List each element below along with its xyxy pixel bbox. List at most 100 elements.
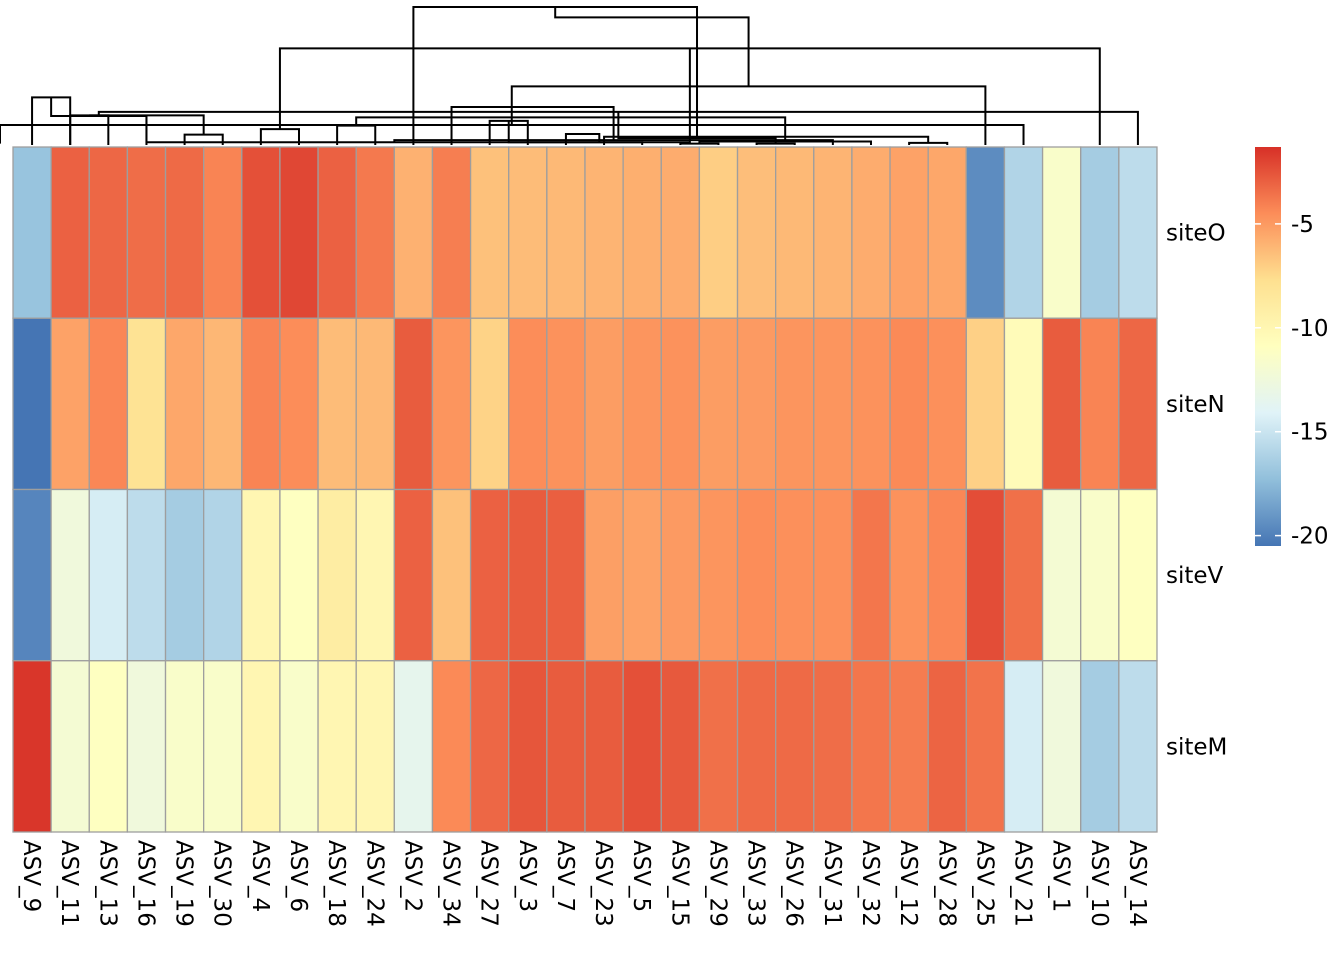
heatmap-cell-siteO-ASV_10 [1080,146,1120,319]
heatmap-cell-siteM-ASV_1 [1041,660,1082,833]
heatmap-cell-siteO-ASV_13 [88,146,129,319]
heatmap-cell-siteO-ASV_32 [851,146,891,319]
heatmap-cell-siteV-ASV_21 [1003,488,1044,662]
color-legend: -5 -10 -15 -20 [1255,147,1329,550]
heatmap-cell-siteO-ASV_33 [736,146,777,319]
dendrogram-branch [89,114,205,135]
heatmap-cell-siteV-ASV_2 [393,488,434,662]
heatmap-cell-siteO-ASV_14 [1118,146,1158,319]
dendrogram-branch [50,97,148,145]
heatmap-cell-siteN-ASV_13 [88,317,129,491]
heatmap-cell-siteV-ASV_23 [584,488,624,662]
heatmap-cell-siteN-ASV_32 [851,317,891,491]
column-label: ASV_24 [361,840,387,927]
column-label: ASV_21 [1010,840,1036,927]
heatmap-cell-siteM-ASV_18 [317,660,357,833]
heatmap-cell-siteV-ASV_12 [889,488,929,662]
heatmap-cell-siteV-ASV_27 [469,488,510,662]
heatmap-cell-siteV-ASV_15 [660,488,701,662]
heatmap-cell-siteO-ASV_30 [203,146,243,319]
row-label: siteO [1166,221,1226,247]
heatmap-cell-siteM-ASV_11 [50,660,90,833]
heatmap-cell-siteN-ASV_28 [927,317,967,491]
heatmap-cell-siteM-ASV_10 [1080,660,1120,833]
column-label: ASV_19 [171,840,197,927]
heatmap-cell-siteM-ASV_3 [508,660,548,833]
column-label: ASV_16 [132,840,158,927]
heatmap-cell-siteM-ASV_6 [279,660,319,833]
column-label: ASV_5 [628,840,654,912]
legend-tick-label: -15 [1291,420,1329,446]
heatmap-cell-siteO-ASV_18 [317,146,357,319]
heatmap-cell-siteM-ASV_7 [546,660,586,833]
color-legend-bar [1255,147,1281,546]
heatmap-cell-siteN-ASV_1 [1041,317,1082,491]
column-label: ASV_15 [666,840,692,927]
column-label: ASV_18 [323,840,349,927]
heatmap-cell-siteM-ASV_31 [813,660,853,833]
heatmap-cell-siteO-ASV_4 [241,146,281,319]
heatmap-cell-siteN-ASV_9 [12,317,52,491]
heatmap-cell-siteN-ASV_27 [469,317,510,491]
heatmap-cell-siteO-ASV_19 [164,146,205,319]
heatmap-cell-siteM-ASV_14 [1118,660,1158,833]
heatmap-cell-siteM-ASV_24 [355,660,395,833]
heatmap-cell-siteO-ASV_2 [393,146,434,319]
heatmap-cell-siteM-ASV_33 [736,660,777,833]
dendrogram-branch [507,48,691,144]
column-label: ASV_7 [552,840,578,912]
heatmap-cell-siteM-ASV_12 [889,660,929,833]
heatmap-cell-siteO-ASV_6 [279,146,319,319]
heatmap-cell-siteO-ASV_1 [1041,146,1082,319]
heatmap-cell-siteV-ASV_5 [622,488,662,662]
heatmap-cell-siteN-ASV_6 [279,317,319,491]
column-label: ASV_26 [781,840,807,927]
heatmap-cell-siteN-ASV_21 [1003,317,1044,491]
dendrogram-branch [564,132,601,145]
heatmap-cell-siteN-ASV_15 [660,317,701,491]
heatmap-cell-siteN-ASV_19 [164,317,205,491]
column-label: ASV_27 [476,840,502,927]
heatmap-cell-siteV-ASV_28 [927,488,967,662]
legend-tick-label: -10 [1291,316,1329,342]
heatmap-cell-siteM-ASV_5 [622,660,662,833]
column-label: ASV_10 [1086,840,1112,927]
heatmap-cell-siteN-ASV_10 [1080,317,1120,491]
row-label: siteM [1166,734,1227,760]
column-label: ASV_12 [895,840,921,927]
dendrogram-branch [908,141,949,145]
heatmap-cell-siteV-ASV_33 [736,488,777,662]
heatmap-cell-siteN-ASV_29 [698,317,739,491]
heatmap-cell-siteM-ASV_2 [393,660,434,833]
heatmap-cell-siteN-ASV_33 [736,317,777,491]
column-label: ASV_23 [590,840,616,927]
heatmap-cell-siteO-ASV_3 [508,146,548,319]
heatmap-cell-siteM-ASV_29 [698,660,739,833]
row-labels: siteO siteN siteV siteM [1166,221,1227,761]
dendrogram-branch [450,106,615,145]
heatmap-cell-siteN-ASV_30 [203,317,243,491]
column-label: ASV_30 [209,840,235,927]
heatmap-cell-siteV-ASV_30 [203,488,243,662]
heatmap-cell-siteM-ASV_16 [126,660,167,833]
column-dendrogram [0,6,1139,145]
heatmap-cell-siteM-ASV_9 [12,660,52,833]
heatmap-cell-siteO-ASV_31 [813,146,853,319]
dendrogram-branch [69,114,110,145]
heatmap-cell-siteO-ASV_29 [698,146,739,319]
column-label: ASV_1 [1048,840,1074,912]
heatmap-cell-siteN-ASV_12 [889,317,929,491]
heatmap-cell-siteV-ASV_3 [508,488,548,662]
heatmap-cell-siteV-ASV_26 [775,488,815,662]
column-label: ASV_33 [743,840,769,927]
heatmap-cell-siteM-ASV_21 [1003,660,1044,833]
heatmap-cell-siteV-ASV_14 [1118,488,1158,662]
heatmap-cell-siteV-ASV_7 [546,488,586,662]
heatmap-cell-siteV-ASV_18 [317,488,357,662]
heatmap-cell-siteO-ASV_11 [50,146,90,319]
column-label: ASV_28 [933,840,959,927]
heatmap-cell-siteM-ASV_15 [660,660,701,833]
heatmap-cell-siteO-ASV_15 [660,146,701,319]
column-label: ASV_25 [971,840,997,927]
